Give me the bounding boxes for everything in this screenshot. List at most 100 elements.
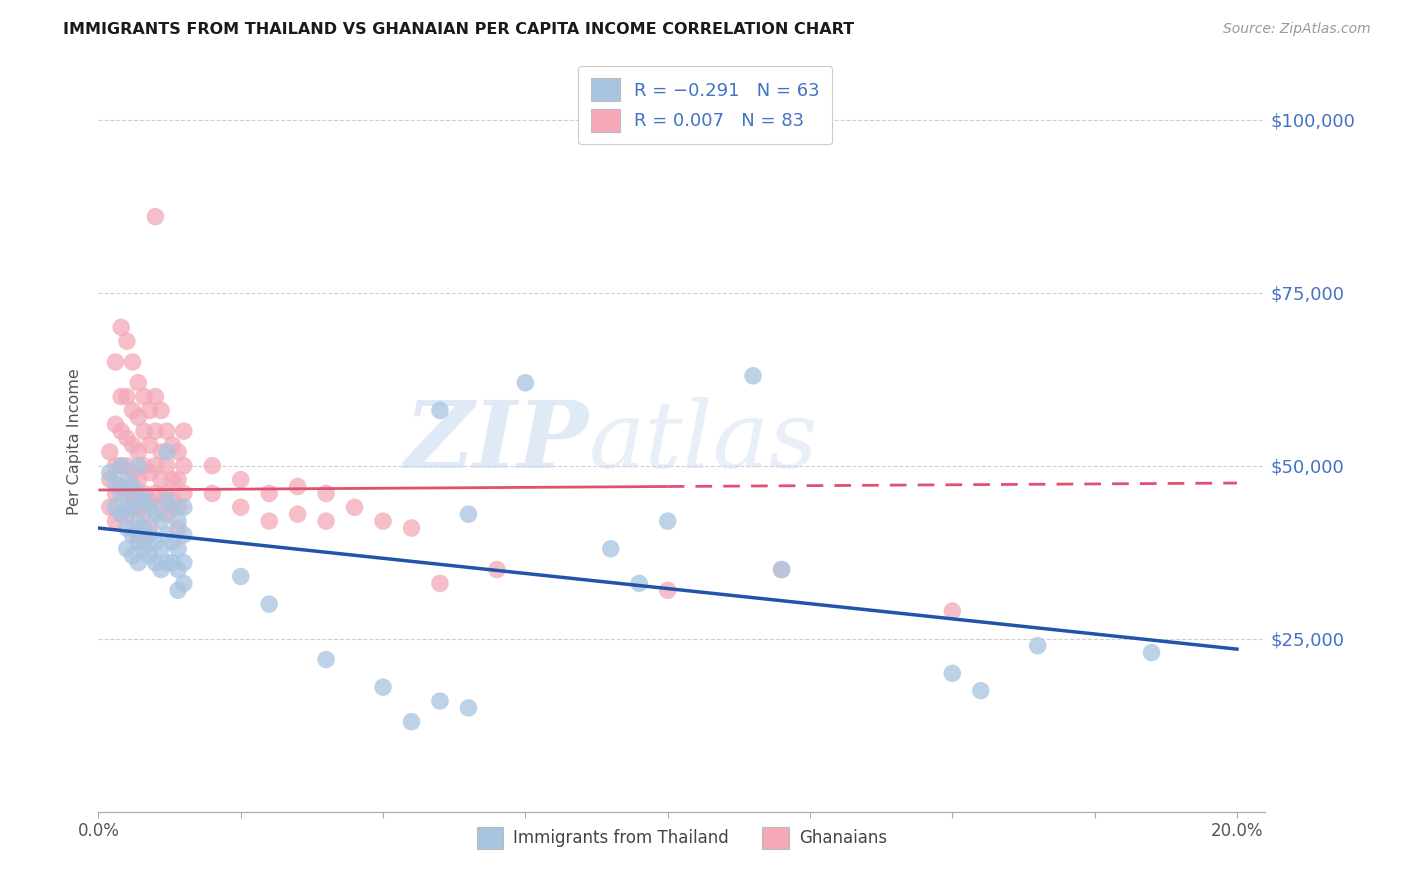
Point [138,500,160,515]
Point [121,355,143,369]
Point [167,473,190,487]
Point [138,466,160,480]
Text: ZIP: ZIP [405,397,589,486]
Point [150,445,173,459]
Point [150,403,173,417]
Point [115,473,138,487]
Point [1026,639,1049,653]
Point [138,521,160,535]
Point [138,438,160,452]
Point [287,507,309,521]
Point [156,486,179,500]
Point [127,376,149,390]
Point [429,403,451,417]
Point [121,438,143,452]
Text: IMMIGRANTS FROM THAILAND VS GHANAIAN PER CAPITA INCOME CORRELATION CHART: IMMIGRANTS FROM THAILAND VS GHANAIAN PER… [63,22,855,37]
Point [173,486,195,500]
Point [121,466,143,480]
Y-axis label: Per Capita Income: Per Capita Income [66,368,82,515]
Point [315,486,337,500]
Point [132,424,155,438]
Point [104,514,127,528]
Point [132,390,155,404]
Point [156,528,179,542]
Point [371,680,394,694]
Point [115,486,138,500]
Point [457,507,479,521]
Point [770,563,793,577]
Point [121,479,143,493]
Point [127,486,149,500]
Point [110,479,132,493]
Point [110,458,132,473]
Point [599,541,621,556]
Point [104,458,127,473]
Point [173,576,195,591]
Point [143,486,166,500]
Point [132,534,155,549]
Point [167,583,190,598]
Point [257,597,280,611]
Point [162,534,184,549]
Point [132,486,155,500]
Point [156,424,179,438]
Point [110,486,132,500]
Point [121,403,143,417]
Point [287,479,309,493]
Point [98,473,121,487]
Point [167,563,190,577]
Point [162,556,184,570]
Point [150,541,173,556]
Point [167,445,190,459]
Point [657,583,679,598]
Point [173,500,195,515]
Point [110,424,132,438]
Point [167,541,190,556]
Point [162,473,184,487]
Point [173,556,195,570]
Point [115,390,138,404]
Point [167,514,190,528]
Point [429,576,451,591]
Point [127,534,149,549]
Point [110,458,132,473]
Point [173,424,195,438]
Point [742,368,765,383]
Point [156,445,179,459]
Point [257,486,280,500]
Point [150,473,173,487]
Point [121,528,143,542]
Point [138,403,160,417]
Point [162,500,184,515]
Point [121,493,143,508]
Point [132,458,155,473]
Point [315,652,337,666]
Point [127,410,149,425]
Point [110,507,132,521]
Point [941,604,963,618]
Point [98,445,121,459]
Point [201,486,224,500]
Text: atlas: atlas [589,397,818,486]
Point [110,390,132,404]
Point [229,569,252,583]
Point [104,417,127,432]
Point [162,438,184,452]
Text: Source: ZipAtlas.com: Source: ZipAtlas.com [1223,22,1371,37]
Point [162,493,184,508]
Point [173,528,195,542]
Point [127,556,149,570]
Point [132,521,155,535]
Point [98,500,121,515]
Point [167,500,190,515]
Point [941,666,963,681]
Point [143,556,166,570]
Point [121,521,143,535]
Point [138,528,160,542]
Point [371,514,394,528]
Point [110,507,132,521]
Point [315,514,337,528]
Point [143,507,166,521]
Point [201,458,224,473]
Point [401,714,423,729]
